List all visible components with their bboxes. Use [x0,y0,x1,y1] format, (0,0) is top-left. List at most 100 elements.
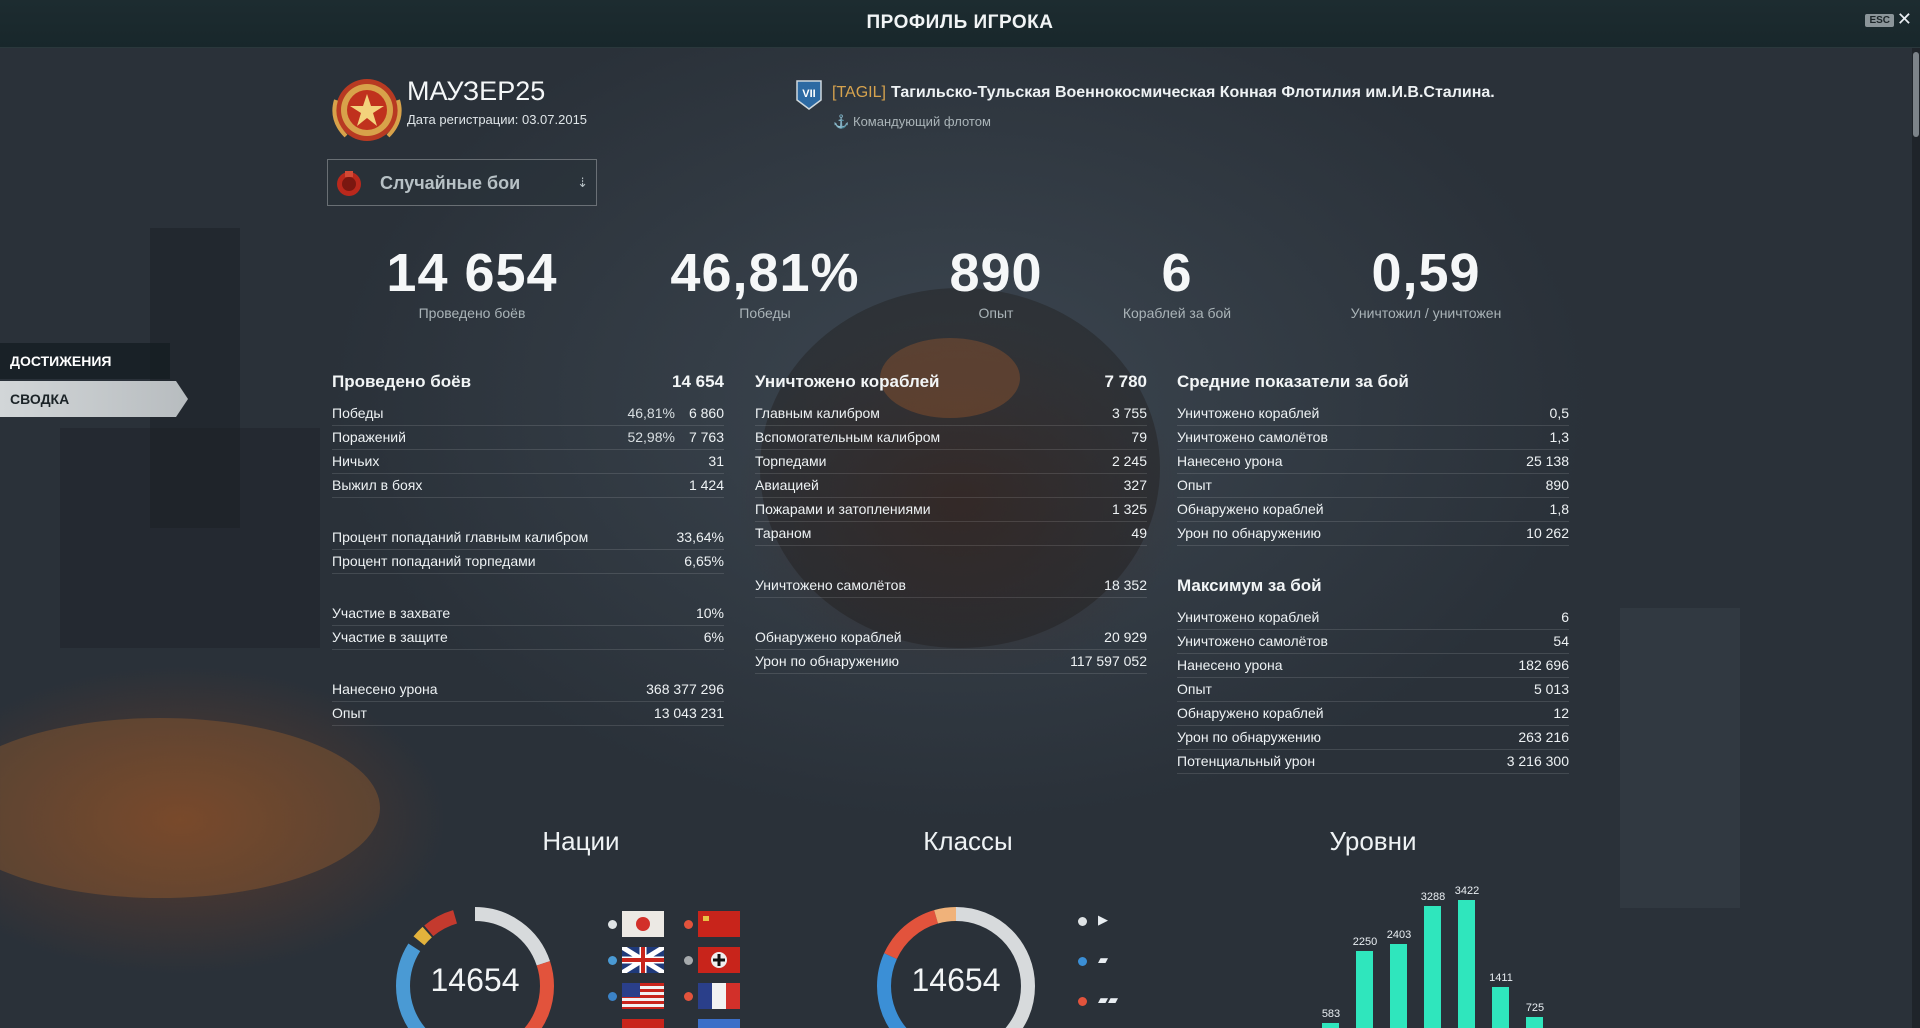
legend-france[interactable] [684,983,744,1009]
nations-donut-chart[interactable]: 14654 [395,906,555,1028]
legend-more-1[interactable] [608,1019,668,1028]
destroyed-header: Уничтожено кораблей 7 780 [755,372,1147,402]
table-row: Участие в защите 6% [332,626,724,650]
legend-germany[interactable] [684,947,744,973]
row-value: 31 [708,453,724,469]
row-value: 18 352 [1104,577,1147,593]
donut-segment-uk-usa [396,907,554,1028]
table-row: Уничтожено кораблей 6 [1177,606,1569,630]
tier-bar[interactable] [1322,1023,1339,1028]
battles-column: Проведено боёв 14 654 Победы 46,81% 6 860 П… [332,372,724,726]
table-row: Процент попаданий главным калибром 33,64% [332,526,724,550]
battles-title: Проведено боёв [332,372,472,391]
battle-mode-dropdown[interactable]: Случайные бои ⇣ [327,159,597,206]
nav-summary[interactable]: СВОДКА [0,381,188,417]
row-value: 12 [1553,705,1569,721]
legend-dot [684,992,693,1001]
classes-donut-chart[interactable]: 14654 [876,906,1036,1028]
table-row: Участие в захвате 10% [332,602,724,626]
legend-japan[interactable] [608,911,668,937]
table-row: Авиацией 327 [755,474,1147,498]
legend-dot [1078,957,1087,966]
legend-uk[interactable] [608,947,668,973]
row-label: Ничьих [332,453,380,469]
row-value: 327 [1123,477,1147,493]
tier-value-label: 2250 [1352,936,1378,948]
tier-bar[interactable] [1526,1017,1543,1028]
table-row: Тараном 49 [755,522,1147,546]
row-label: Участие в защите [332,629,448,645]
table-row: Ничьих 31 [332,450,724,474]
table-row: Урон по обнаружению 117 597 052 [755,650,1147,674]
nations-title: Нации [542,826,620,856]
clan-role-label: Командующий флотом [853,114,991,129]
japan-flag-icon [622,911,664,937]
ussr-flag-icon [698,911,740,937]
row-value: 6,65% [684,553,724,569]
table-row: Поражений 52,98% 7 763 [332,426,724,450]
row-label: Поражений [332,429,406,445]
row-value: 7 763 [688,429,724,445]
nations-total: 14654 [430,962,520,998]
clan-tag[interactable]: [TAGIL] [832,84,886,101]
legend-battleship[interactable]: ▰▰ [1078,992,1138,1012]
table-row: Обнаружено кораблей 1,8 [1177,498,1569,522]
legend-usa[interactable] [608,983,668,1009]
close-icon[interactable]: ✕ [1896,9,1912,29]
table-row: Уничтожено самолётов 54 [1177,630,1569,654]
legend-destroyer[interactable]: ▶ [1078,912,1138,932]
legend-ussr[interactable] [684,911,744,937]
nav-achievements[interactable]: ДОСТИЖЕНИЯ [0,343,170,379]
row-percent: 46,81% [627,405,675,421]
tier-bar[interactable] [1458,900,1475,1028]
tier-value-label: 3422 [1454,885,1480,897]
row-label: Пожарами и затоплениями [755,501,931,517]
table-row: Урон по обнаружению 263 216 [1177,726,1569,750]
table-row: Торпедами 2 245 [755,450,1147,474]
table-row: Урон по обнаружению 10 262 [1177,522,1569,546]
donut-segment-ussr [396,907,554,1028]
tier-value-label: 2403 [1386,929,1412,941]
page-title: ПРОФИЛЬ ИГРОКА [866,12,1054,33]
legend-dot [684,956,693,965]
stat-battles: 14 654 Проведено боёв [372,244,572,321]
tier-bar[interactable] [1424,906,1441,1028]
row-label: Обнаружено кораблей [755,629,902,645]
row-value: 182 696 [1518,657,1569,673]
scrollbar-thumb[interactable] [1913,52,1919,137]
table-row: Обнаружено кораблей 12 [1177,702,1569,726]
tier-bar[interactable] [1390,944,1407,1028]
legend-cruiser[interactable]: ▰ [1078,952,1138,972]
stat-kill-death-ratio: 0,59 Уничтожил / уничтожен [1326,244,1526,321]
tier-bar[interactable] [1356,951,1373,1028]
tier-value-label: 1411 [1489,972,1513,984]
classes-title: Классы [923,826,1013,856]
flag-icon [698,1019,740,1028]
destroyed-title: Уничтожено кораблей [755,372,940,391]
row-value: 49 [1131,525,1147,541]
clan-name[interactable]: Тагильско-Тульская Военнокосмическая Кон… [890,84,1495,101]
row-value: 6% [703,629,724,645]
tier-value-label: 583 [1321,1008,1341,1020]
legend-dot [608,992,617,1001]
registration-date: Дата регистрации: 03.07.2015 [407,112,588,127]
tier-bar[interactable] [1492,987,1509,1028]
classes-donut-svg [877,907,1035,1028]
clan-rank-label: VII [802,88,815,100]
row-label: Уничтожено кораблей [1177,609,1320,625]
tier-value-label: 3288 [1420,891,1446,903]
average-column: Средние показатели за бой Уничтожено кор… [1177,372,1569,774]
stat-label: Уничтожил / уничтожен [1350,305,1502,321]
esc-key-hint[interactable]: ESC [1865,14,1894,27]
row-label: Обнаружено кораблей [1177,705,1324,721]
legend-more-2[interactable] [684,1019,744,1028]
maximum-title: Максимум за бой [1177,576,1322,595]
row-value: 1 325 [1111,501,1147,517]
scrollbar[interactable] [1912,48,1920,1028]
battle-mode-label: Случайные бои [380,173,521,193]
table-row: Главным калибром 3 755 [755,402,1147,426]
donut-segment-cruisers [877,907,1035,1028]
average-title: Средние показатели за бой [1177,372,1409,391]
clan-info[interactable]: [TAGIL] Тагильско-Тульская Военнокосмичес… [832,84,1495,102]
stat-value: 0,59 [1371,243,1481,303]
